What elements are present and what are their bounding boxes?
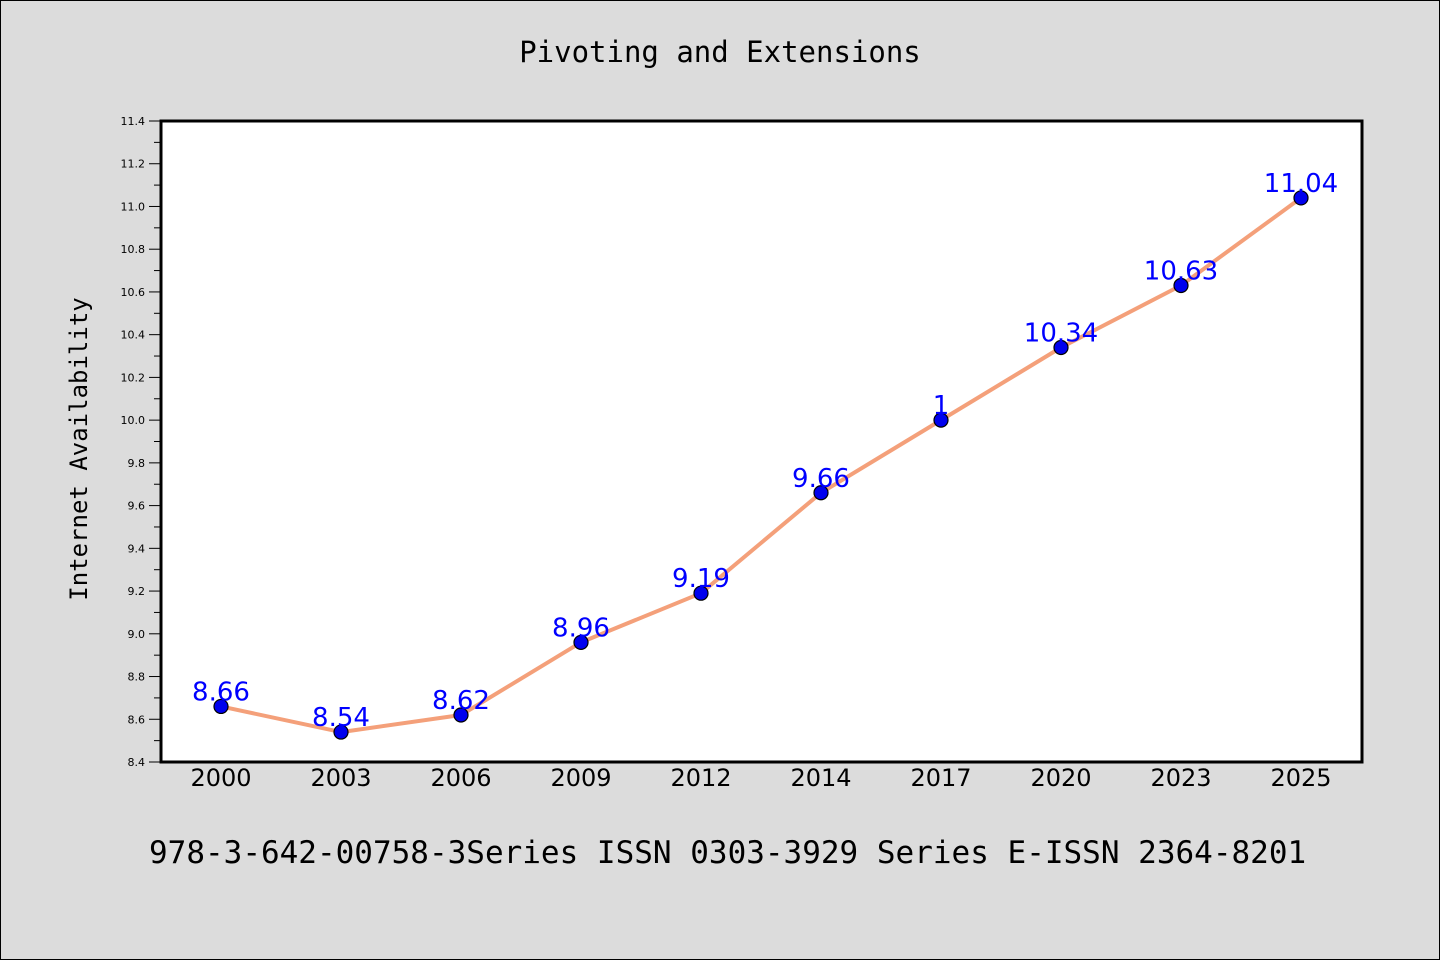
data-label: 10.63 (1144, 257, 1218, 287)
x-tick-label: 2009 (550, 764, 611, 792)
x-axis-ticks: 2000 2003 2006 2009 2012 2014 2017 2020 2023 2025 (190, 764, 1331, 792)
x-tick-label: 2020 (1030, 764, 1091, 792)
data-label: 1 (933, 391, 950, 421)
x-tick-label: 2017 (910, 764, 971, 792)
y-tick-label: 10.4 (121, 329, 146, 342)
data-markers (213, 190, 1309, 740)
y-tick-label: 10.6 (121, 286, 146, 299)
y-tick-label: 11.4 (121, 115, 146, 128)
y-tick-label: 9.0 (128, 628, 146, 641)
y-tick-label: 8.8 (128, 671, 146, 684)
series-line (219, 195, 1303, 735)
y-tick-label: 11.2 (121, 158, 146, 171)
y-tick-label: 10.2 (121, 371, 146, 384)
data-labels: 8.66 8.54 8.62 8.96 9.19 9.66 1 10.34 10.63 11.04 (192, 169, 1338, 733)
data-point (933, 412, 949, 428)
data-label: 8.96 (552, 613, 610, 643)
x-tick-label: 2014 (790, 764, 851, 792)
y-tick-label: 8.6 (128, 713, 146, 726)
y-tick-label: 10.8 (121, 243, 146, 256)
y-tick-label: 9.2 (128, 585, 146, 598)
data-point (1293, 190, 1309, 206)
data-point (213, 698, 229, 715)
data-point (333, 724, 349, 740)
x-tick-label: 2023 (1150, 764, 1211, 792)
data-point (693, 585, 709, 601)
y-tick-label: 9.8 (128, 457, 146, 470)
data-label: 10.34 (1024, 318, 1098, 348)
x-tick-label: 2012 (670, 764, 731, 792)
data-point (573, 634, 589, 650)
y-tick-label: 9.6 (128, 500, 146, 513)
data-label: 8.54 (312, 703, 370, 733)
data-label: 8.62 (432, 686, 490, 716)
isbn-footer: 978-3-642-00758-3Series ISSN 0303-3929 S… (149, 835, 1307, 871)
y-tick-label: 9.4 (128, 542, 146, 555)
y-axis-ticks: 8.4 8.6 8.8 9.0 9.2 9.4 9.6 9.8 10.0 10.2 10.4 10.6… (121, 115, 161, 769)
data-point (1053, 339, 1069, 356)
x-tick-label: 2025 (1270, 764, 1331, 792)
chart-title: Pivoting and Extensions (519, 35, 921, 69)
data-label: 9.19 (672, 564, 730, 594)
plot-area (161, 121, 1362, 762)
data-point (813, 485, 829, 501)
y-tick-label: 10.0 (121, 414, 146, 427)
x-tick-label: 2000 (190, 764, 251, 792)
data-label: 9.66 (792, 464, 850, 494)
plot-frame (159, 119, 1364, 764)
data-point (1173, 277, 1189, 294)
y-tick-label: 8.4 (128, 756, 146, 769)
x-tick-label: 2006 (430, 764, 491, 792)
x-tick-label: 2003 (310, 764, 371, 792)
data-label: 11.04 (1264, 169, 1338, 199)
data-label: 8.66 (192, 677, 250, 707)
data-point (453, 707, 469, 723)
y-tick-label: 11.0 (121, 200, 146, 213)
